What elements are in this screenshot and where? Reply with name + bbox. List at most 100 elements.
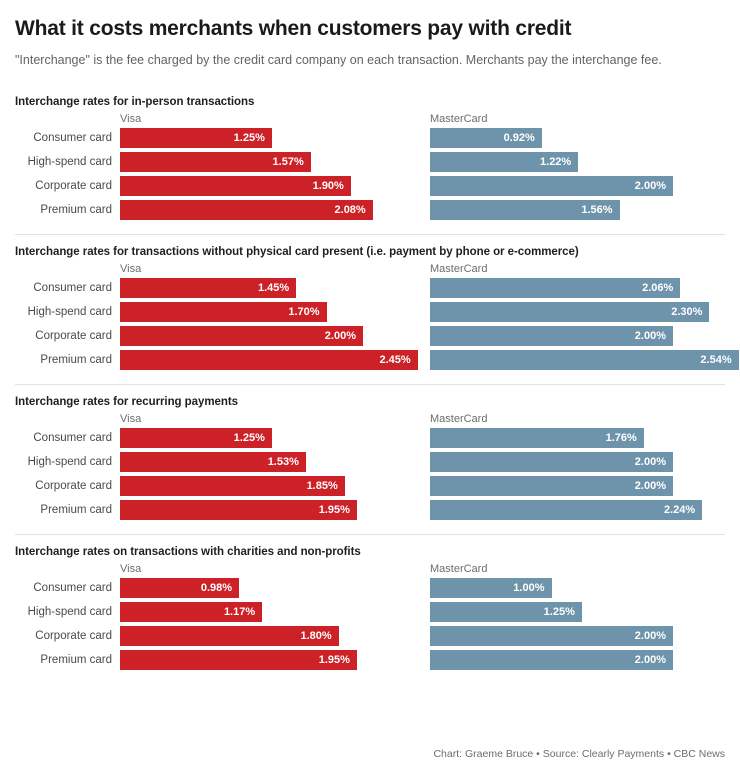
bar-visa[interactable]: 1.25% — [120, 428, 272, 449]
bar-visa[interactable]: 1.25% — [120, 128, 272, 149]
row-label: Corporate card — [35, 180, 112, 193]
bar-mastercard-wrapper: 1.22% — [430, 152, 579, 173]
bar-mastercard[interactable]: 0.92% — [430, 128, 542, 149]
chart-section: Interchange rates for recurring payments… — [15, 384, 725, 534]
bar-mastercard[interactable]: 1.22% — [430, 152, 579, 173]
bar-rows: Consumer card 1.25% 1.76% High-spend card 1.… — [15, 428, 725, 534]
bar-visa[interactable]: 1.85% — [120, 476, 345, 497]
bar-value-label: 2.00% — [634, 330, 666, 343]
bar-visa-wrapper: 1.70% — [120, 302, 327, 323]
bar-value-label: 1.95% — [318, 654, 350, 667]
bar-row: Corporate card 1.80% 2.00% — [15, 626, 725, 650]
bar-mastercard[interactable]: 2.00% — [430, 452, 673, 473]
bar-mastercard[interactable]: 2.06% — [430, 278, 681, 299]
row-label: Premium card — [40, 654, 112, 667]
bar-visa[interactable]: 2.00% — [120, 326, 363, 347]
page-subtitle: "Interchange" is the fee charged by the … — [15, 53, 662, 68]
bar-visa-wrapper: 1.57% — [120, 152, 311, 173]
column-headers: Visa MasterCard — [15, 261, 725, 278]
bar-row: Corporate card 1.90% 2.00% — [15, 176, 725, 200]
bar-value-label: 2.24% — [663, 504, 696, 517]
bar-row: Consumer card 1.25% 0.92% — [15, 128, 725, 152]
bar-visa[interactable]: 1.17% — [120, 602, 263, 623]
column-header-visa: Visa — [120, 113, 142, 126]
bar-visa-wrapper: 2.08% — [120, 200, 373, 221]
bar-mastercard[interactable]: 2.54% — [430, 350, 739, 371]
bar-value-label: 2.30% — [671, 306, 703, 319]
bar-value-label: 0.92% — [503, 132, 535, 145]
column-header-mastercard: MasterCard — [430, 113, 488, 126]
bar-mastercard[interactable]: 2.00% — [430, 176, 673, 197]
bar-value-label: 2.06% — [642, 282, 674, 295]
bar-value-label: 1.25% — [233, 132, 265, 145]
bar-value-label: 1.76% — [605, 432, 637, 445]
bar-mastercard-wrapper: 2.00% — [430, 326, 673, 347]
bar-mastercard[interactable]: 2.24% — [430, 500, 703, 521]
bar-rows: Consumer card 1.45% 2.06% High-spend card 1.… — [15, 278, 739, 384]
bar-visa[interactable]: 2.45% — [120, 350, 418, 371]
bar-visa-wrapper: 1.25% — [120, 428, 272, 449]
bar-visa-wrapper: 1.45% — [120, 278, 297, 299]
bar-mastercard[interactable]: 2.00% — [430, 626, 673, 647]
bar-mastercard-wrapper: 2.54% — [430, 350, 739, 371]
bar-visa[interactable]: 1.80% — [120, 626, 339, 647]
column-headers: Visa MasterCard — [15, 561, 725, 578]
bar-mastercard[interactable]: 1.56% — [430, 200, 620, 221]
bar-visa[interactable]: 1.95% — [120, 500, 357, 521]
bar-mastercard-wrapper: 2.00% — [430, 476, 673, 497]
bar-value-label: 1.57% — [272, 156, 304, 169]
bar-visa[interactable]: 1.45% — [120, 278, 297, 299]
bar-visa[interactable]: 2.08% — [120, 200, 373, 221]
bar-row: Premium card 1.95% 2.24% — [15, 500, 725, 524]
bar-row: Consumer card 0.98% 1.00% — [15, 578, 725, 602]
section-title: Interchange rates for in-person transact… — [15, 96, 255, 109]
bar-visa[interactable]: 1.57% — [120, 152, 311, 173]
bar-mastercard-wrapper: 2.00% — [430, 452, 673, 473]
bar-visa-wrapper: 1.80% — [120, 626, 339, 647]
bar-mastercard-wrapper: 2.00% — [430, 176, 673, 197]
bar-value-label: 1.56% — [581, 204, 613, 217]
page-title: What it costs merchants when customers p… — [15, 17, 572, 40]
bar-mastercard[interactable]: 2.30% — [430, 302, 710, 323]
bar-value-label: 1.17% — [223, 606, 256, 619]
bar-mastercard-wrapper: 1.25% — [430, 602, 582, 623]
bar-value-label: 1.22% — [540, 156, 572, 169]
bar-row: Premium card 2.08% 1.56% — [15, 200, 725, 224]
chart-credit: Chart: Graeme Bruce • Source: Clearly Pa… — [433, 748, 725, 760]
bar-visa[interactable]: 1.95% — [120, 650, 357, 671]
bar-value-label: 1.25% — [233, 432, 265, 445]
bar-mastercard[interactable]: 2.00% — [430, 326, 673, 347]
row-label: High-spend card — [27, 156, 112, 169]
section-title: Interchange rates on transactions with c… — [15, 546, 361, 559]
bar-mastercard[interactable]: 2.00% — [430, 476, 673, 497]
bar-mastercard[interactable]: 2.00% — [430, 650, 673, 671]
bar-visa-wrapper: 1.85% — [120, 476, 345, 497]
column-header-mastercard: MasterCard — [430, 413, 488, 426]
bar-mastercard[interactable]: 1.25% — [430, 602, 582, 623]
bar-visa-wrapper: 1.95% — [120, 650, 357, 671]
bar-value-label: 1.53% — [267, 456, 299, 469]
row-label: Premium card — [40, 504, 112, 517]
bar-visa-wrapper: 2.00% — [120, 326, 363, 347]
bar-value-label: 1.25% — [543, 606, 575, 619]
bar-visa[interactable]: 1.70% — [120, 302, 327, 323]
column-headers: Visa MasterCard — [15, 411, 725, 428]
bar-visa[interactable]: 0.98% — [120, 578, 240, 599]
section-title: Interchange rates for transactions witho… — [15, 246, 579, 259]
bar-value-label: 1.85% — [306, 480, 338, 493]
bar-mastercard[interactable]: 1.76% — [430, 428, 644, 449]
row-label: Corporate card — [35, 630, 112, 643]
bar-mastercard[interactable]: 1.00% — [430, 578, 552, 599]
column-header-mastercard: MasterCard — [430, 263, 488, 276]
bar-visa-wrapper: 2.45% — [120, 350, 418, 371]
bar-visa[interactable]: 1.53% — [120, 452, 306, 473]
bar-visa[interactable]: 1.90% — [120, 176, 351, 197]
bar-visa-wrapper: 1.17% — [120, 602, 263, 623]
bar-value-label: 1.70% — [288, 306, 320, 319]
row-label: High-spend card — [27, 306, 112, 319]
bar-value-label: 1.45% — [257, 282, 290, 295]
bar-value-label: 0.98% — [200, 582, 233, 595]
bar-mastercard-wrapper: 1.00% — [430, 578, 552, 599]
row-label: Corporate card — [35, 480, 112, 493]
